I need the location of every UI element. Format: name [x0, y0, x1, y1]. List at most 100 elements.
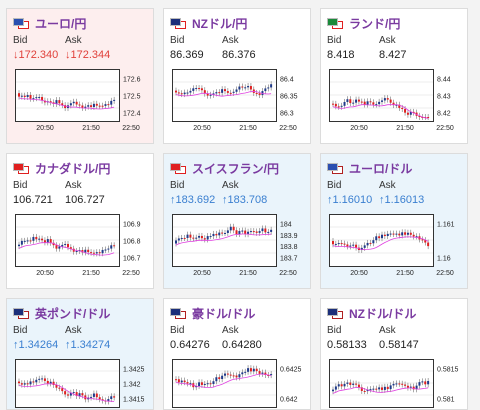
chart-svg: 172.6 172.5 172.4 20:50 21:50 22:50 [15, 69, 141, 131]
candle [334, 386, 337, 390]
card-header[interactable]: 豪ドル/ドル [170, 305, 255, 321]
candle [84, 106, 87, 108]
candle [427, 380, 430, 385]
price-chart[interactable]: 172.6 172.5 172.4 20:50 21:50 22:50 [15, 69, 147, 131]
candle [203, 238, 206, 240]
price-chart[interactable]: 0.5815 0.581 [329, 359, 461, 409]
candle [264, 372, 267, 376]
candle [206, 93, 209, 96]
price-chart[interactable]: 0.6425 0.642 [172, 359, 304, 409]
ask-label: Ask [222, 325, 239, 336]
candle [69, 247, 72, 249]
candle [26, 383, 29, 385]
card-header[interactable]: NZドル/円 [170, 15, 247, 31]
candle [244, 371, 247, 373]
price-chart[interactable]: 106.9 106.8 106.7 20:50 21:50 22:50 [15, 214, 147, 276]
candle [247, 368, 250, 372]
currency-pair-label[interactable]: 豪ドル/ドル [192, 306, 256, 321]
price-chart[interactable]: 86.4 86.35 86.3 20:50 21:50 22:50 [172, 69, 304, 131]
currency-card[interactable]: ユーロ/円 Bid Ask ↓172.340 ↓172.344 172.6 172.5… [6, 8, 154, 144]
candle [264, 228, 267, 233]
card-header[interactable]: ランド/円 [327, 15, 400, 31]
currency-pair-label[interactable]: NZドル/ドル [349, 306, 417, 321]
candle [92, 103, 95, 108]
candle [221, 232, 224, 234]
currency-card[interactable]: NZドル/ドル Bid Ask 0.58133 0.58147 0.5815 0.58… [320, 298, 468, 410]
chart-svg: 8.44 8.43 8.42 20:50 21:50 22:50 [329, 69, 454, 131]
card-header[interactable]: スイスフラン/円 [170, 160, 279, 176]
price-values: 0.64276 0.64280 [170, 339, 262, 351]
candle [392, 383, 395, 386]
ask-value: 8.427 [379, 49, 407, 61]
card-header[interactable]: ユーロ/円 [13, 15, 86, 31]
candle [363, 101, 366, 105]
candle [180, 237, 183, 239]
candle [175, 379, 177, 381]
candle [395, 104, 398, 106]
candle [258, 371, 261, 374]
candle [110, 245, 113, 249]
currency-card[interactable]: カナダドル/円 Bid Ask 106.721 106.727 106.9 106.8… [6, 153, 154, 289]
candle [35, 97, 38, 99]
candle [401, 383, 404, 385]
currency-pair-label[interactable]: NZドル/円 [192, 16, 248, 31]
currency-pair-label[interactable]: カナダドル/円 [35, 161, 111, 176]
currency-pair-label[interactable]: ユーロ/円 [35, 16, 87, 31]
ask-label: Ask [65, 180, 82, 191]
currency-card[interactable]: ランド/円 Bid Ask 8.418 8.427 8.44 8.43 8.42 20:5… [320, 8, 468, 144]
currency-card[interactable]: 英ポンド/ドル Bid Ask ↑1.34264 ↑1.34274 1.3425 1.… [6, 298, 154, 410]
ask-value: ↑1.34274 [65, 339, 110, 351]
currency-card[interactable]: スイスフラン/円 Bid Ask ↑183.692 ↑183.708 184 183.… [163, 153, 311, 289]
candle [241, 86, 244, 88]
candle [386, 98, 389, 100]
candle [418, 115, 421, 117]
currency-card[interactable]: NZドル/円 Bid Ask 86.369 86.376 86.4 86.35 86.3… [163, 8, 311, 144]
candle [398, 233, 401, 236]
candle [424, 381, 427, 385]
ask-label: Ask [222, 35, 239, 46]
chart-svg: 0.5815 0.581 [329, 359, 459, 408]
candle [238, 374, 241, 378]
currency-card[interactable]: ユーロ/ドル Bid Ask ↑1.16010 ↑1.16013 1.161 1.16… [320, 153, 468, 289]
price-chart[interactable]: 1.3425 1.342 1.3415 [15, 359, 147, 409]
candle [383, 98, 386, 101]
currency-pair-label[interactable]: ユーロ/ドル [349, 161, 413, 176]
moving-average-line [175, 90, 272, 97]
card-header[interactable]: カナダドル/円 [13, 160, 110, 176]
arrow-up-icon: ↑ [170, 194, 176, 206]
candle [177, 379, 180, 383]
candle [427, 242, 430, 247]
price-chart[interactable]: 184 183.9 183.8 183.7 20:50 21:50 22:50 [172, 214, 304, 276]
card-header[interactable]: NZドル/ドル [327, 305, 416, 321]
candle [386, 233, 389, 237]
bid-number: 0.64276 [170, 339, 210, 351]
ask-value: 106.727 [65, 194, 105, 206]
price-chart[interactable]: 8.44 8.43 8.42 20:50 21:50 22:50 [329, 69, 461, 131]
card-header[interactable]: 英ポンド/ドル [13, 305, 110, 321]
x-tick-label: 21:50 [396, 125, 414, 131]
candle [332, 103, 334, 105]
candle [352, 244, 355, 246]
card-header[interactable]: ユーロ/ドル [327, 160, 412, 176]
x-tick-label: 22:50 [436, 125, 454, 131]
currency-pair-label[interactable]: ランド/円 [349, 16, 401, 31]
candle [346, 99, 349, 102]
candle [406, 232, 409, 235]
candle [340, 243, 343, 245]
candle [49, 239, 52, 243]
currency-pair-label[interactable]: スイスフラン/円 [192, 161, 279, 176]
ask-number: 0.58147 [379, 339, 419, 351]
chart-svg: 1.161 1.16 20:50 21:50 22:50 [329, 214, 455, 276]
y-tick-label: 1.3425 [123, 367, 145, 374]
candle [203, 90, 206, 94]
y-tick-label: 8.44 [437, 77, 451, 84]
x-tick-label: 20:50 [193, 125, 211, 131]
candle [340, 105, 343, 107]
candle [61, 103, 64, 106]
currency-pair-label[interactable]: 英ポンド/ドル [35, 306, 111, 321]
price-chart[interactable]: 1.161 1.16 20:50 21:50 22:50 [329, 214, 461, 276]
candle [81, 105, 84, 108]
candle [360, 387, 363, 391]
currency-card[interactable]: 豪ドル/ドル Bid Ask 0.64276 0.64280 0.6425 0.642 [163, 298, 311, 410]
